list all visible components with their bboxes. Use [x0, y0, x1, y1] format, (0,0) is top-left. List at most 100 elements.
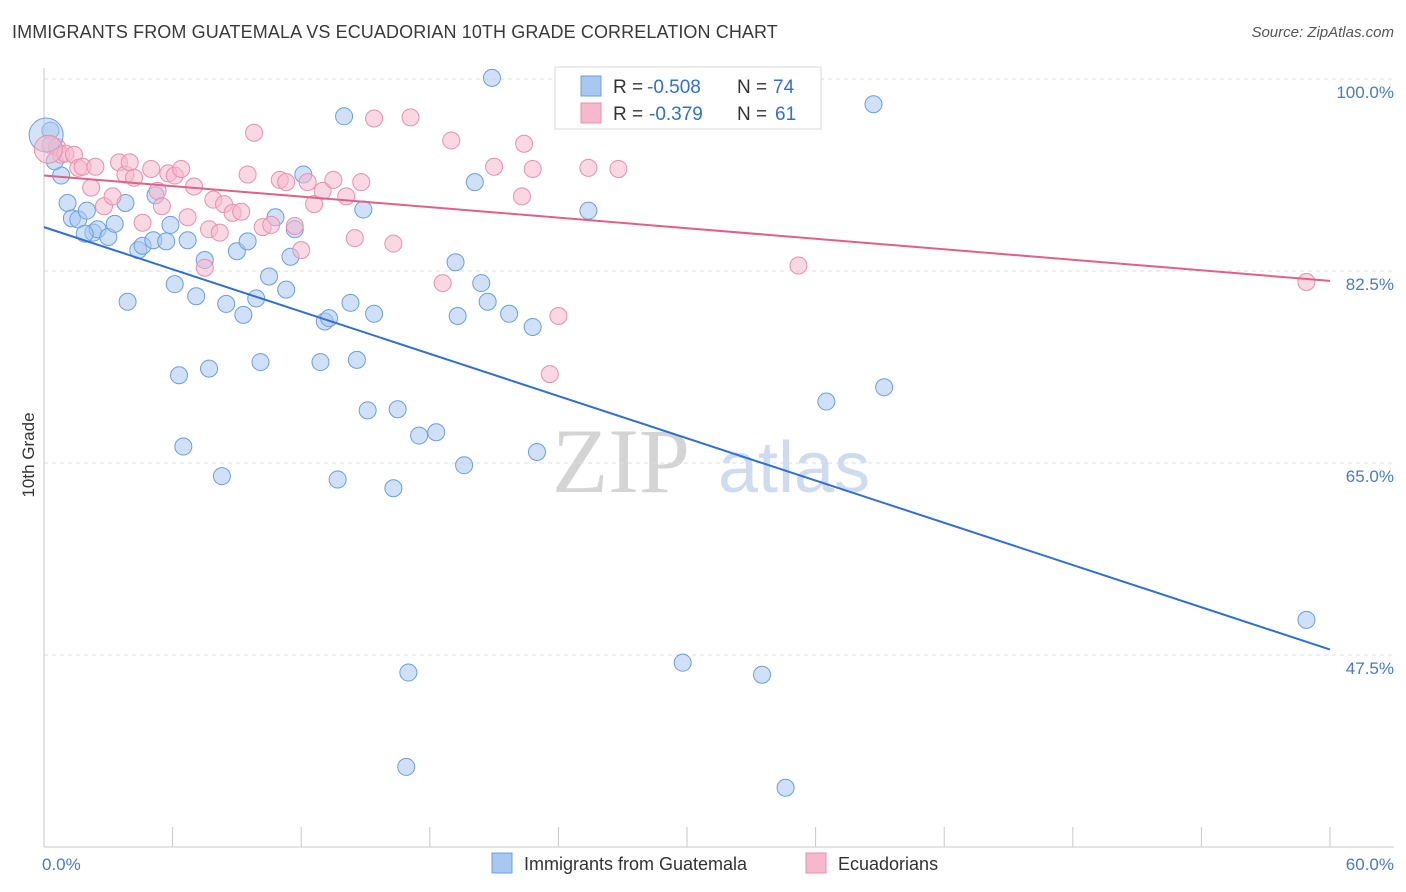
point-ecuadorians-34: [262, 215, 281, 234]
point-ecuadorians-55: [549, 306, 568, 325]
stats-legend: R = -0.508 N = 74 R = -0.379 N = 61: [554, 66, 822, 130]
point-guatemala-16: [157, 232, 176, 251]
point-guatemala-17: [161, 215, 180, 234]
trend-line-ecuadorians: [43, 174, 1331, 282]
trend-lines: [43, 174, 1331, 651]
point-guatemala-19: [170, 366, 189, 385]
stats-n-label-guatemala: N =: [737, 77, 767, 98]
point-guatemala-41: [328, 470, 347, 489]
watermark-atlas: atlas: [718, 428, 870, 508]
y-tick-label-3: 100.0%: [1336, 83, 1394, 102]
point-ecuadorians-43: [337, 187, 356, 206]
point-guatemala-67: [776, 778, 795, 797]
legend-label-guatemala: Immigrants from Guatemala: [524, 854, 748, 874]
point-guatemala-24: [200, 359, 219, 378]
point-ecuadorians-39: [298, 173, 317, 192]
point-guatemala-64: [579, 201, 598, 220]
point-guatemala-21: [178, 231, 197, 250]
point-ecuadorians-52: [512, 187, 531, 206]
point-ecuadorians-45: [352, 173, 371, 192]
point-guatemala-45: [354, 200, 373, 219]
point-ecuadorians-60: [1297, 272, 1316, 291]
point-guatemala-68: [817, 392, 836, 411]
series-legend: Immigrants from Guatemala Ecuadorians: [491, 852, 938, 874]
x-tick-label-min: 0.0%: [42, 855, 81, 874]
point-guatemala-65: [673, 653, 692, 672]
point-ecuadorians-46: [365, 109, 384, 128]
stats-r-value-ecuadorians: -0.379: [649, 104, 703, 125]
point-guatemala-66: [753, 665, 772, 684]
point-ecuadorians-27: [210, 223, 229, 242]
source-credit: Source: ZipAtlas.com: [1251, 24, 1394, 41]
point-guatemala-11: [118, 292, 137, 311]
point-ecuadorians-56: [540, 365, 559, 384]
point-guatemala-53: [427, 423, 446, 442]
point-ecuadorians-49: [433, 274, 452, 293]
point-ecuadorians-48: [401, 108, 420, 127]
legend-swatch-ecuadorians: [805, 852, 827, 874]
point-ecuadorians-44: [345, 229, 364, 248]
point-ecuadorians-54: [523, 159, 542, 178]
point-guatemala-22: [187, 287, 206, 306]
point-ecuadorians-57: [579, 158, 598, 177]
point-guatemala-49: [388, 400, 407, 419]
point-ecuadorians-10: [103, 187, 122, 206]
point-guatemala-46: [358, 401, 377, 420]
point-guatemala-57: [465, 173, 484, 192]
stats-n-value-ecuadorians: 61: [775, 104, 796, 125]
point-ecuadorians-58: [609, 159, 628, 178]
point-ecuadorians-59: [789, 256, 808, 275]
point-ecuadorians-31: [238, 165, 257, 184]
point-guatemala-71: [1297, 610, 1316, 629]
point-ecuadorians-50: [442, 131, 461, 150]
point-guatemala-47: [365, 304, 384, 323]
point-guatemala-44: [347, 350, 366, 369]
point-guatemala-42: [335, 107, 354, 126]
point-guatemala-48: [384, 479, 403, 498]
point-guatemala-30: [247, 289, 266, 308]
point-guatemala-29: [238, 232, 257, 251]
y-axis-label: 10th Grade: [19, 412, 38, 497]
point-guatemala-73: [75, 224, 94, 243]
point-ecuadorians-40: [305, 195, 324, 214]
point-guatemala-61: [500, 304, 519, 323]
point-guatemala-70: [875, 378, 894, 397]
stats-swatch-ecuadorians: [580, 102, 602, 124]
point-ecuadorians-13: [120, 153, 139, 172]
chart-title: IMMIGRANTS FROM GUATEMALA VS ECUADORIAN …: [12, 22, 778, 42]
point-ecuadorians-32: [245, 123, 264, 142]
y-tick-label-1: 65.0%: [1346, 467, 1394, 486]
point-ecuadorians-42: [324, 170, 343, 189]
stats-r-value-guatemala: -0.508: [647, 77, 701, 98]
gridlines: [44, 78, 1394, 656]
point-ecuadorians-53: [515, 134, 534, 153]
point-ecuadorians-37: [285, 217, 304, 236]
point-guatemala-50: [397, 757, 416, 776]
point-guatemala-38: [311, 353, 330, 372]
legend-label-ecuadorians: Ecuadorians: [838, 854, 938, 874]
stats-r-label-ecuadorians: R =: [613, 104, 643, 125]
point-ecuadorians-38: [292, 241, 311, 260]
large-point-1: [33, 134, 63, 164]
point-guatemala-54: [446, 253, 465, 272]
point-guatemala-52: [410, 426, 429, 445]
point-ecuadorians-36: [277, 173, 296, 192]
point-ecuadorians-7: [82, 178, 101, 197]
stats-r-label-guatemala: R =: [613, 77, 643, 98]
point-guatemala-34: [277, 280, 296, 299]
point-ecuadorians-15: [133, 213, 152, 232]
point-guatemala-20: [174, 437, 193, 456]
point-guatemala-18: [165, 275, 184, 294]
y-tick-labels: 47.5% 65.0% 82.5% 100.0%: [1336, 83, 1394, 678]
point-guatemala-51: [399, 663, 418, 682]
point-guatemala-63: [527, 443, 546, 462]
point-guatemala-5: [77, 201, 96, 220]
y-tick-label-0: 47.5%: [1346, 659, 1394, 678]
point-guatemala-32: [260, 267, 279, 286]
legend-swatch-guatemala: [491, 852, 513, 874]
point-guatemala-25: [212, 467, 231, 486]
point-ecuadorians-41: [313, 181, 332, 200]
point-ecuadorians-22: [178, 208, 197, 227]
point-guatemala-9: [105, 214, 124, 233]
point-guatemala-60: [482, 68, 501, 87]
